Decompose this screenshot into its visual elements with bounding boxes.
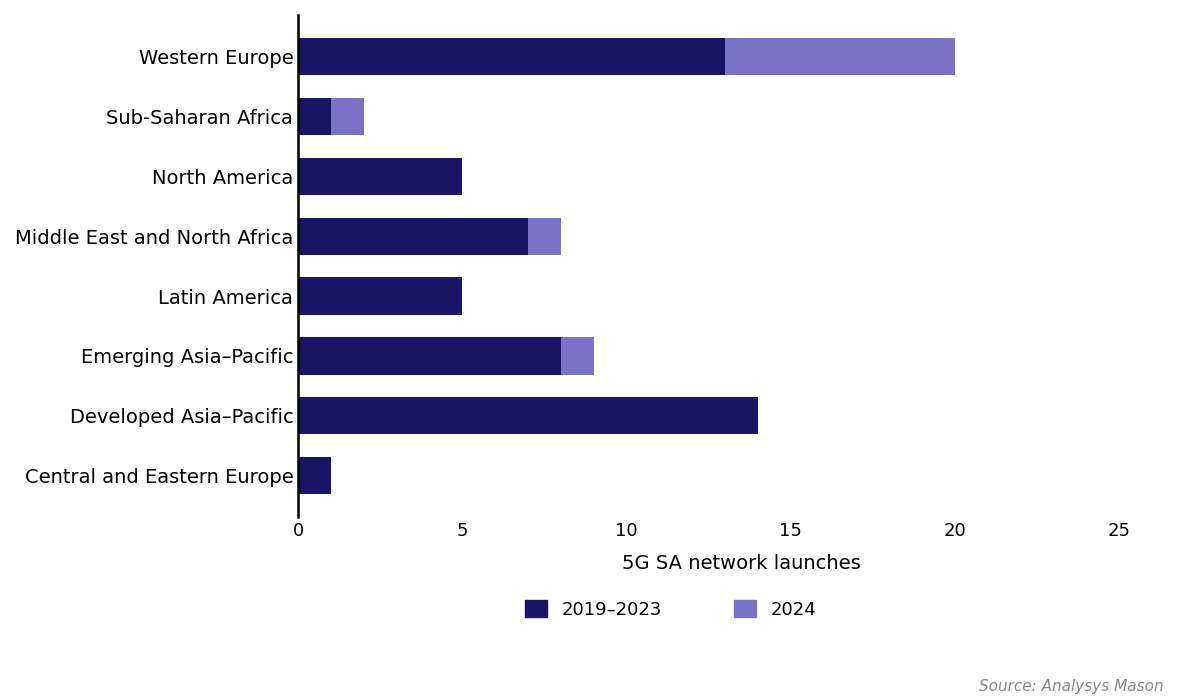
Legend: 2019–2023, 2024: 2019–2023, 2024 <box>526 600 816 619</box>
Bar <box>298 457 331 494</box>
Bar <box>298 217 528 254</box>
Bar <box>298 337 560 374</box>
Text: Source: Analysys Mason: Source: Analysys Mason <box>979 678 1164 694</box>
Bar <box>298 397 758 434</box>
Bar <box>560 337 594 374</box>
Bar <box>331 98 364 135</box>
Bar <box>725 38 955 75</box>
X-axis label: 5G SA network launches: 5G SA network launches <box>622 554 860 573</box>
Bar <box>528 217 560 254</box>
Bar <box>298 38 725 75</box>
Bar <box>298 158 462 194</box>
Bar <box>298 98 331 135</box>
Bar <box>298 277 462 314</box>
